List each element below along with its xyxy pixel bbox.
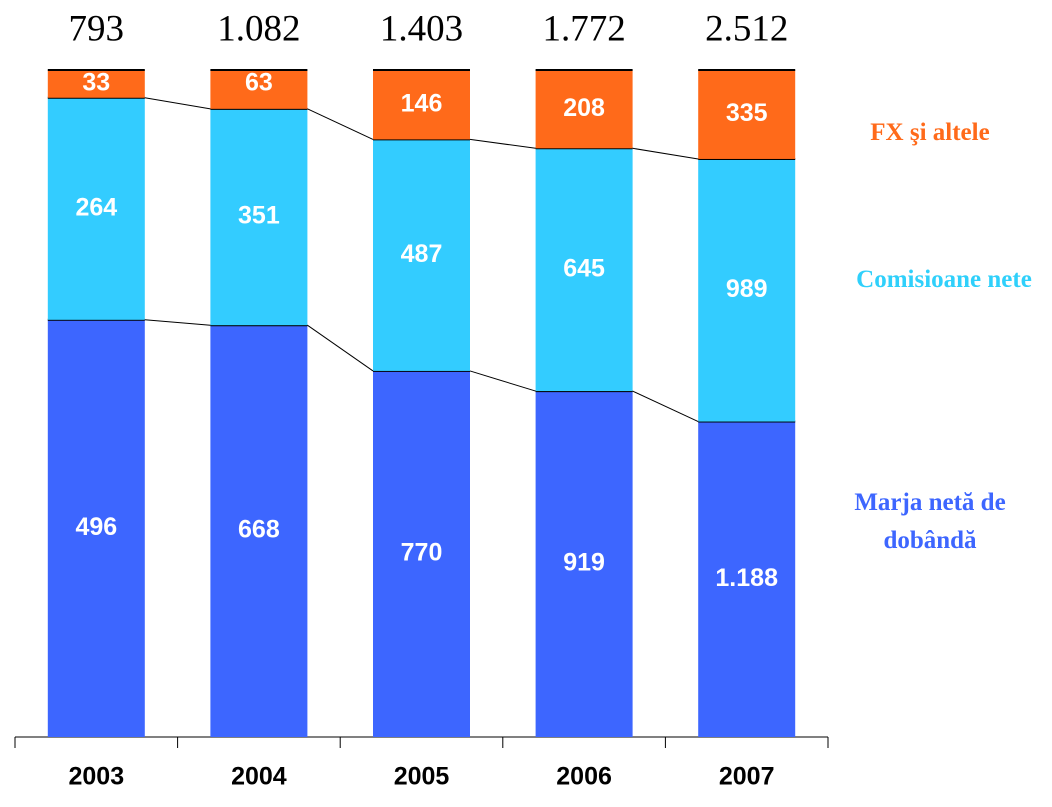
legend-label: Marja netă de dobândă [854,489,1006,554]
total-label: 1.772 [542,8,625,49]
bar-segment [210,325,308,737]
connector [469,370,536,392]
x-tick-label: 2007 [719,763,775,791]
bar-segment [373,139,470,371]
bar-segment [373,370,470,737]
connector [632,390,699,423]
value-label: 208 [563,94,605,122]
total-label: 1.082 [217,8,300,49]
value-label: 989 [726,275,768,303]
bar-segment [373,70,470,140]
value-label: 919 [563,549,605,577]
value-label: 351 [238,202,280,230]
total-label: 2.512 [705,8,788,49]
value-label: 770 [401,539,443,567]
bar-segment [47,70,145,98]
value-label: 146 [401,89,443,117]
x-tick-label: 2004 [231,763,287,791]
connector [307,324,374,372]
bar-segment [698,158,796,422]
total-label: 1.403 [380,8,463,49]
value-label: 1.188 [715,564,778,592]
connector [144,319,211,326]
value-label: 668 [238,516,280,544]
connector [307,108,374,140]
connector [469,138,536,149]
bar-segment [210,108,308,326]
value-label: 645 [563,254,605,282]
bar-segment [47,319,145,737]
value-label: 264 [75,193,117,221]
legend-label: FX şi altele [870,119,990,146]
bar-segment [698,70,796,159]
bar-segment [535,391,633,737]
x-tick-label: 2005 [394,763,450,791]
x-tick-label: 2003 [68,763,124,791]
legend-label: Comisioane nete [856,266,1032,293]
value-label: 487 [401,240,443,268]
value-label: 496 [75,513,117,541]
bar-segment [698,421,796,737]
connector [144,97,211,110]
connector [632,147,699,160]
value-label: 335 [726,99,768,127]
x-tick-label: 2006 [556,763,612,791]
total-label: 793 [69,8,125,49]
bar-segment [47,97,145,320]
bar-segment [210,70,308,109]
bar-segment [535,148,633,392]
bar-segment [535,70,633,149]
value-label: 63 [245,69,273,97]
value-label: 33 [82,69,110,97]
